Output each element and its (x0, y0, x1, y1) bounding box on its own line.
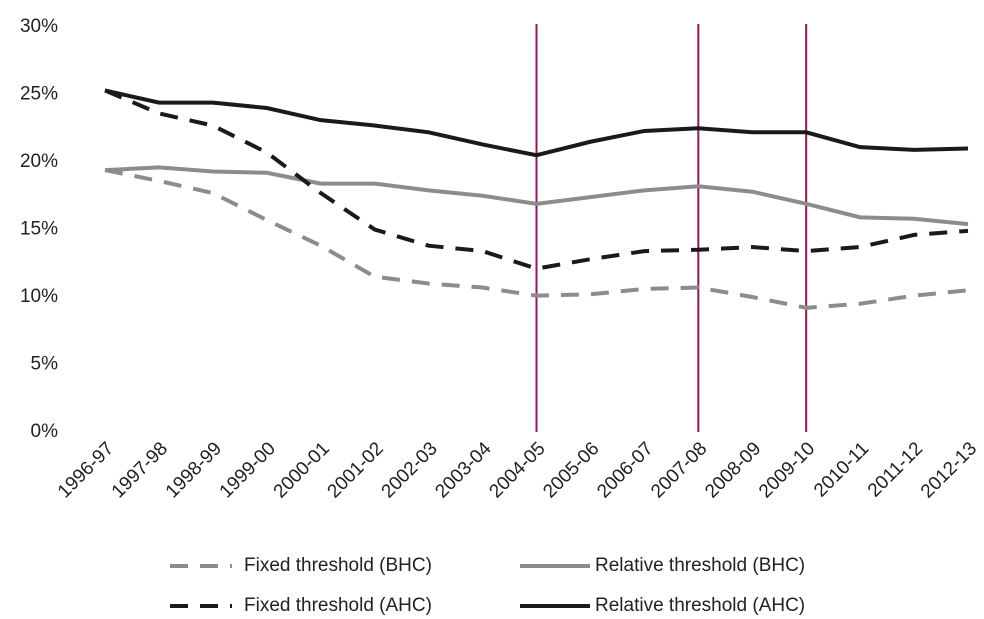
x-tick-label: 2006-07 (593, 438, 657, 502)
x-tick-label: 1997-98 (108, 438, 172, 502)
y-tick-label: 5% (31, 354, 59, 375)
x-tick-label: 2002-03 (378, 438, 442, 502)
x-tick-label: 1999-00 (216, 438, 280, 502)
x-tick-label: 2012-13 (917, 438, 981, 502)
x-tick-label: 2000-01 (270, 438, 334, 502)
legend-label: Fixed threshold (BHC) (244, 555, 432, 576)
x-tick-label: 2001-02 (324, 438, 388, 502)
x-tick-label: 2009-10 (755, 438, 819, 502)
legend-label: Relative threshold (BHC) (595, 555, 805, 576)
legend-label: Fixed threshold (AHC) (244, 595, 432, 616)
y-tick-label: 30% (20, 16, 58, 37)
y-tick-label: 25% (20, 84, 58, 105)
x-tick-label: 1998-99 (162, 438, 226, 502)
x-tick-label: 2010-11 (810, 438, 873, 501)
series-line (104, 165, 969, 227)
legend-label: Relative threshold (AHC) (595, 595, 805, 616)
series-line (104, 88, 969, 158)
x-tick-label: 2011-12 (864, 438, 927, 501)
series-line (104, 88, 969, 271)
x-tick-label: 1996-97 (54, 438, 118, 502)
x-tick-label: 2004-05 (485, 438, 549, 502)
y-tick-label: 0% (31, 421, 59, 442)
x-tick-label: 2007-08 (647, 438, 711, 502)
x-tick-label: 2003-04 (431, 438, 495, 502)
x-tick-label: 2008-09 (701, 438, 765, 502)
y-tick-label: 20% (20, 151, 58, 172)
y-tick-label: 10% (20, 286, 58, 307)
x-tick-label: 2005-06 (539, 438, 603, 502)
series-line (104, 168, 969, 310)
y-tick-label: 15% (20, 219, 58, 240)
